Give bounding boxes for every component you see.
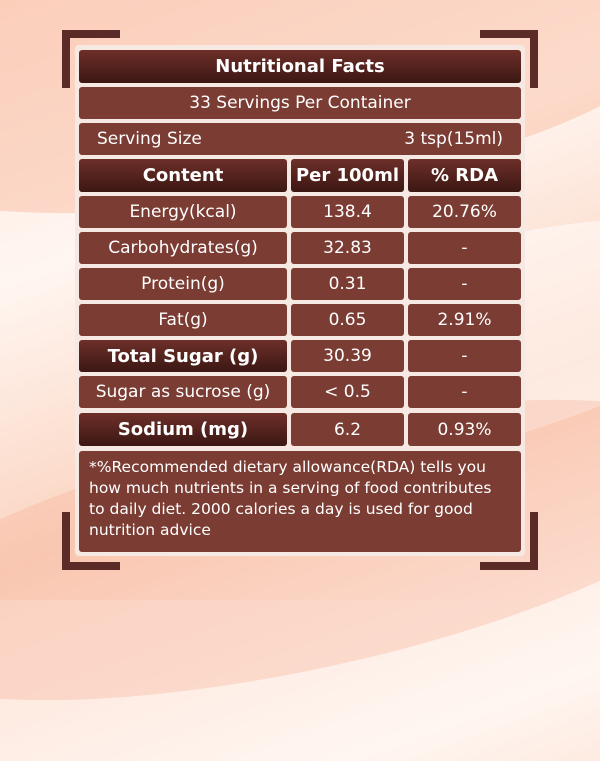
frame-corner-top-left (62, 30, 120, 88)
nutrient-name: Energy(kcal) (79, 196, 287, 228)
frame-corner-bottom-right (480, 512, 538, 570)
nutrient-per-100ml: < 0.5 (291, 376, 404, 408)
frame-corner-top-right (480, 30, 538, 88)
serving-size-label: Serving Size (97, 129, 202, 149)
nutrient-per-100ml: 0.31 (291, 268, 404, 300)
column-header-per-100ml: Per 100ml (291, 159, 404, 192)
serving-size-value: 3 tsp(15ml) (404, 129, 503, 149)
nutrient-name: Sugar as sucrose (g) (79, 376, 287, 408)
nutrient-name: Fat(g) (79, 304, 287, 336)
nutrient-rda: 0.93% (408, 413, 521, 446)
nutrient-name: Carbohydrates(g) (79, 232, 287, 264)
column-header-content: Content (79, 159, 287, 192)
nutrient-per-100ml: 30.39 (291, 340, 404, 372)
servings-per-container: 33 Servings Per Container (79, 87, 521, 119)
column-header-rda: % RDA (408, 159, 521, 192)
nutrient-rda: - (408, 376, 521, 408)
nutrient-per-100ml: 32.83 (291, 232, 404, 264)
nutrient-rda: 2.91% (408, 304, 521, 336)
frame-corner-bottom-left (62, 512, 120, 570)
nutrient-per-100ml: 6.2 (291, 413, 404, 446)
table-title: Nutritional Facts (79, 50, 521, 83)
nutrient-name: Protein(g) (79, 268, 287, 300)
nutrient-rda: - (408, 340, 521, 372)
nutrient-rda: - (408, 232, 521, 264)
nutrient-rda: 20.76% (408, 196, 521, 228)
serving-size-row: Serving Size 3 tsp(15ml) (79, 123, 521, 155)
rda-footnote: *%Recommended dietary allowance(RDA) tel… (79, 451, 521, 552)
nutrient-name: Total Sugar (g) (79, 340, 287, 372)
nutrient-name: Sodium (mg) (79, 413, 287, 446)
nutrient-per-100ml: 0.65 (291, 304, 404, 336)
nutrient-per-100ml: 138.4 (291, 196, 404, 228)
nutrient-rda: - (408, 268, 521, 300)
